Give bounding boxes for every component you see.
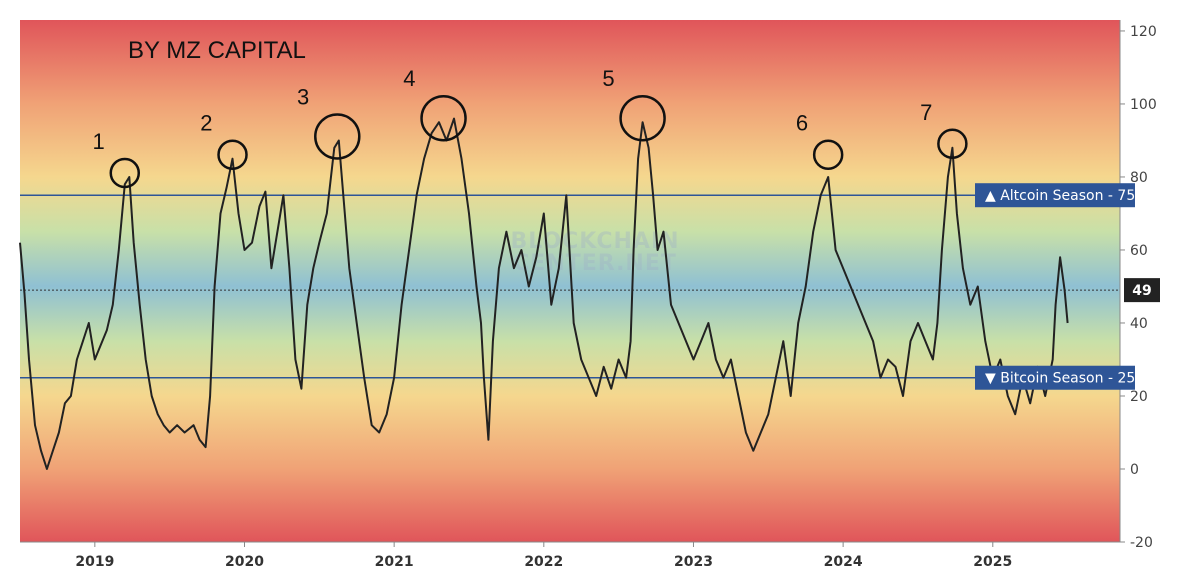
y-tick-label: 120 <box>1130 24 1157 40</box>
reference-lines <box>20 194 1120 379</box>
current-value-label: 49 <box>1132 283 1151 299</box>
x-tick-label: 2021 <box>375 554 414 570</box>
x-tick-label: 2025 <box>973 554 1012 570</box>
y-tick-label: 60 <box>1130 243 1148 259</box>
x-tick-label: 2024 <box>824 554 863 570</box>
peak-circle <box>109 157 141 189</box>
chart-title: BY MZ CAPITAL <box>128 37 306 64</box>
watermark: BLOCKCHAIN CENTER.NET <box>510 229 678 276</box>
y-tick-label: -20 <box>1130 535 1153 551</box>
peak-circle <box>217 139 248 170</box>
peak-circle <box>314 113 361 160</box>
current-value-tag <box>1124 278 1160 303</box>
peak-label: 6 <box>796 111 808 136</box>
y-tick-label: 40 <box>1130 316 1148 332</box>
peak-circle <box>619 94 666 142</box>
y-tick-label: 80 <box>1130 170 1148 186</box>
peak-label: 2 <box>200 111 212 136</box>
watermark-line-2: CENTER.NET <box>513 251 677 276</box>
peak-annotations: 1 2 3 4 5 6 7 <box>93 66 968 189</box>
reference-tag <box>975 365 1135 390</box>
peak-circle <box>420 94 467 142</box>
peak-circle <box>937 128 968 160</box>
series-line <box>19 117 1069 470</box>
reference-tag-label: ▼ Bitcoin Season - 25 <box>985 371 1135 387</box>
reference-tag-label: ▲ Altcoin Season - 75 <box>985 188 1135 204</box>
axis-value-tags: ▲ Altcoin Season - 75 ▼ Bitcoin Season - … <box>975 183 1160 390</box>
peak-label: 7 <box>920 100 932 125</box>
peak-label: 4 <box>403 66 415 91</box>
reference-tag <box>975 183 1135 208</box>
plot-background <box>20 20 1120 542</box>
y-tick-label: 20 <box>1130 389 1148 405</box>
peak-label: 1 <box>93 129 105 154</box>
x-tick-label: 2022 <box>524 554 563 570</box>
peak-label: 3 <box>297 84 309 109</box>
y-axis: 120 100 80 60 40 20 0 -20 <box>1120 24 1157 551</box>
peak-label: 5 <box>602 66 614 91</box>
y-tick-label: 100 <box>1130 97 1157 113</box>
y-tick-label: 0 <box>1130 462 1139 478</box>
x-axis: 2019 2020 2021 2022 2023 2024 2025 <box>75 542 1012 570</box>
x-tick-label: 2023 <box>674 554 713 570</box>
x-tick-label: 2020 <box>225 554 264 570</box>
peak-circle <box>812 139 844 170</box>
x-tick-label: 2019 <box>75 554 114 570</box>
